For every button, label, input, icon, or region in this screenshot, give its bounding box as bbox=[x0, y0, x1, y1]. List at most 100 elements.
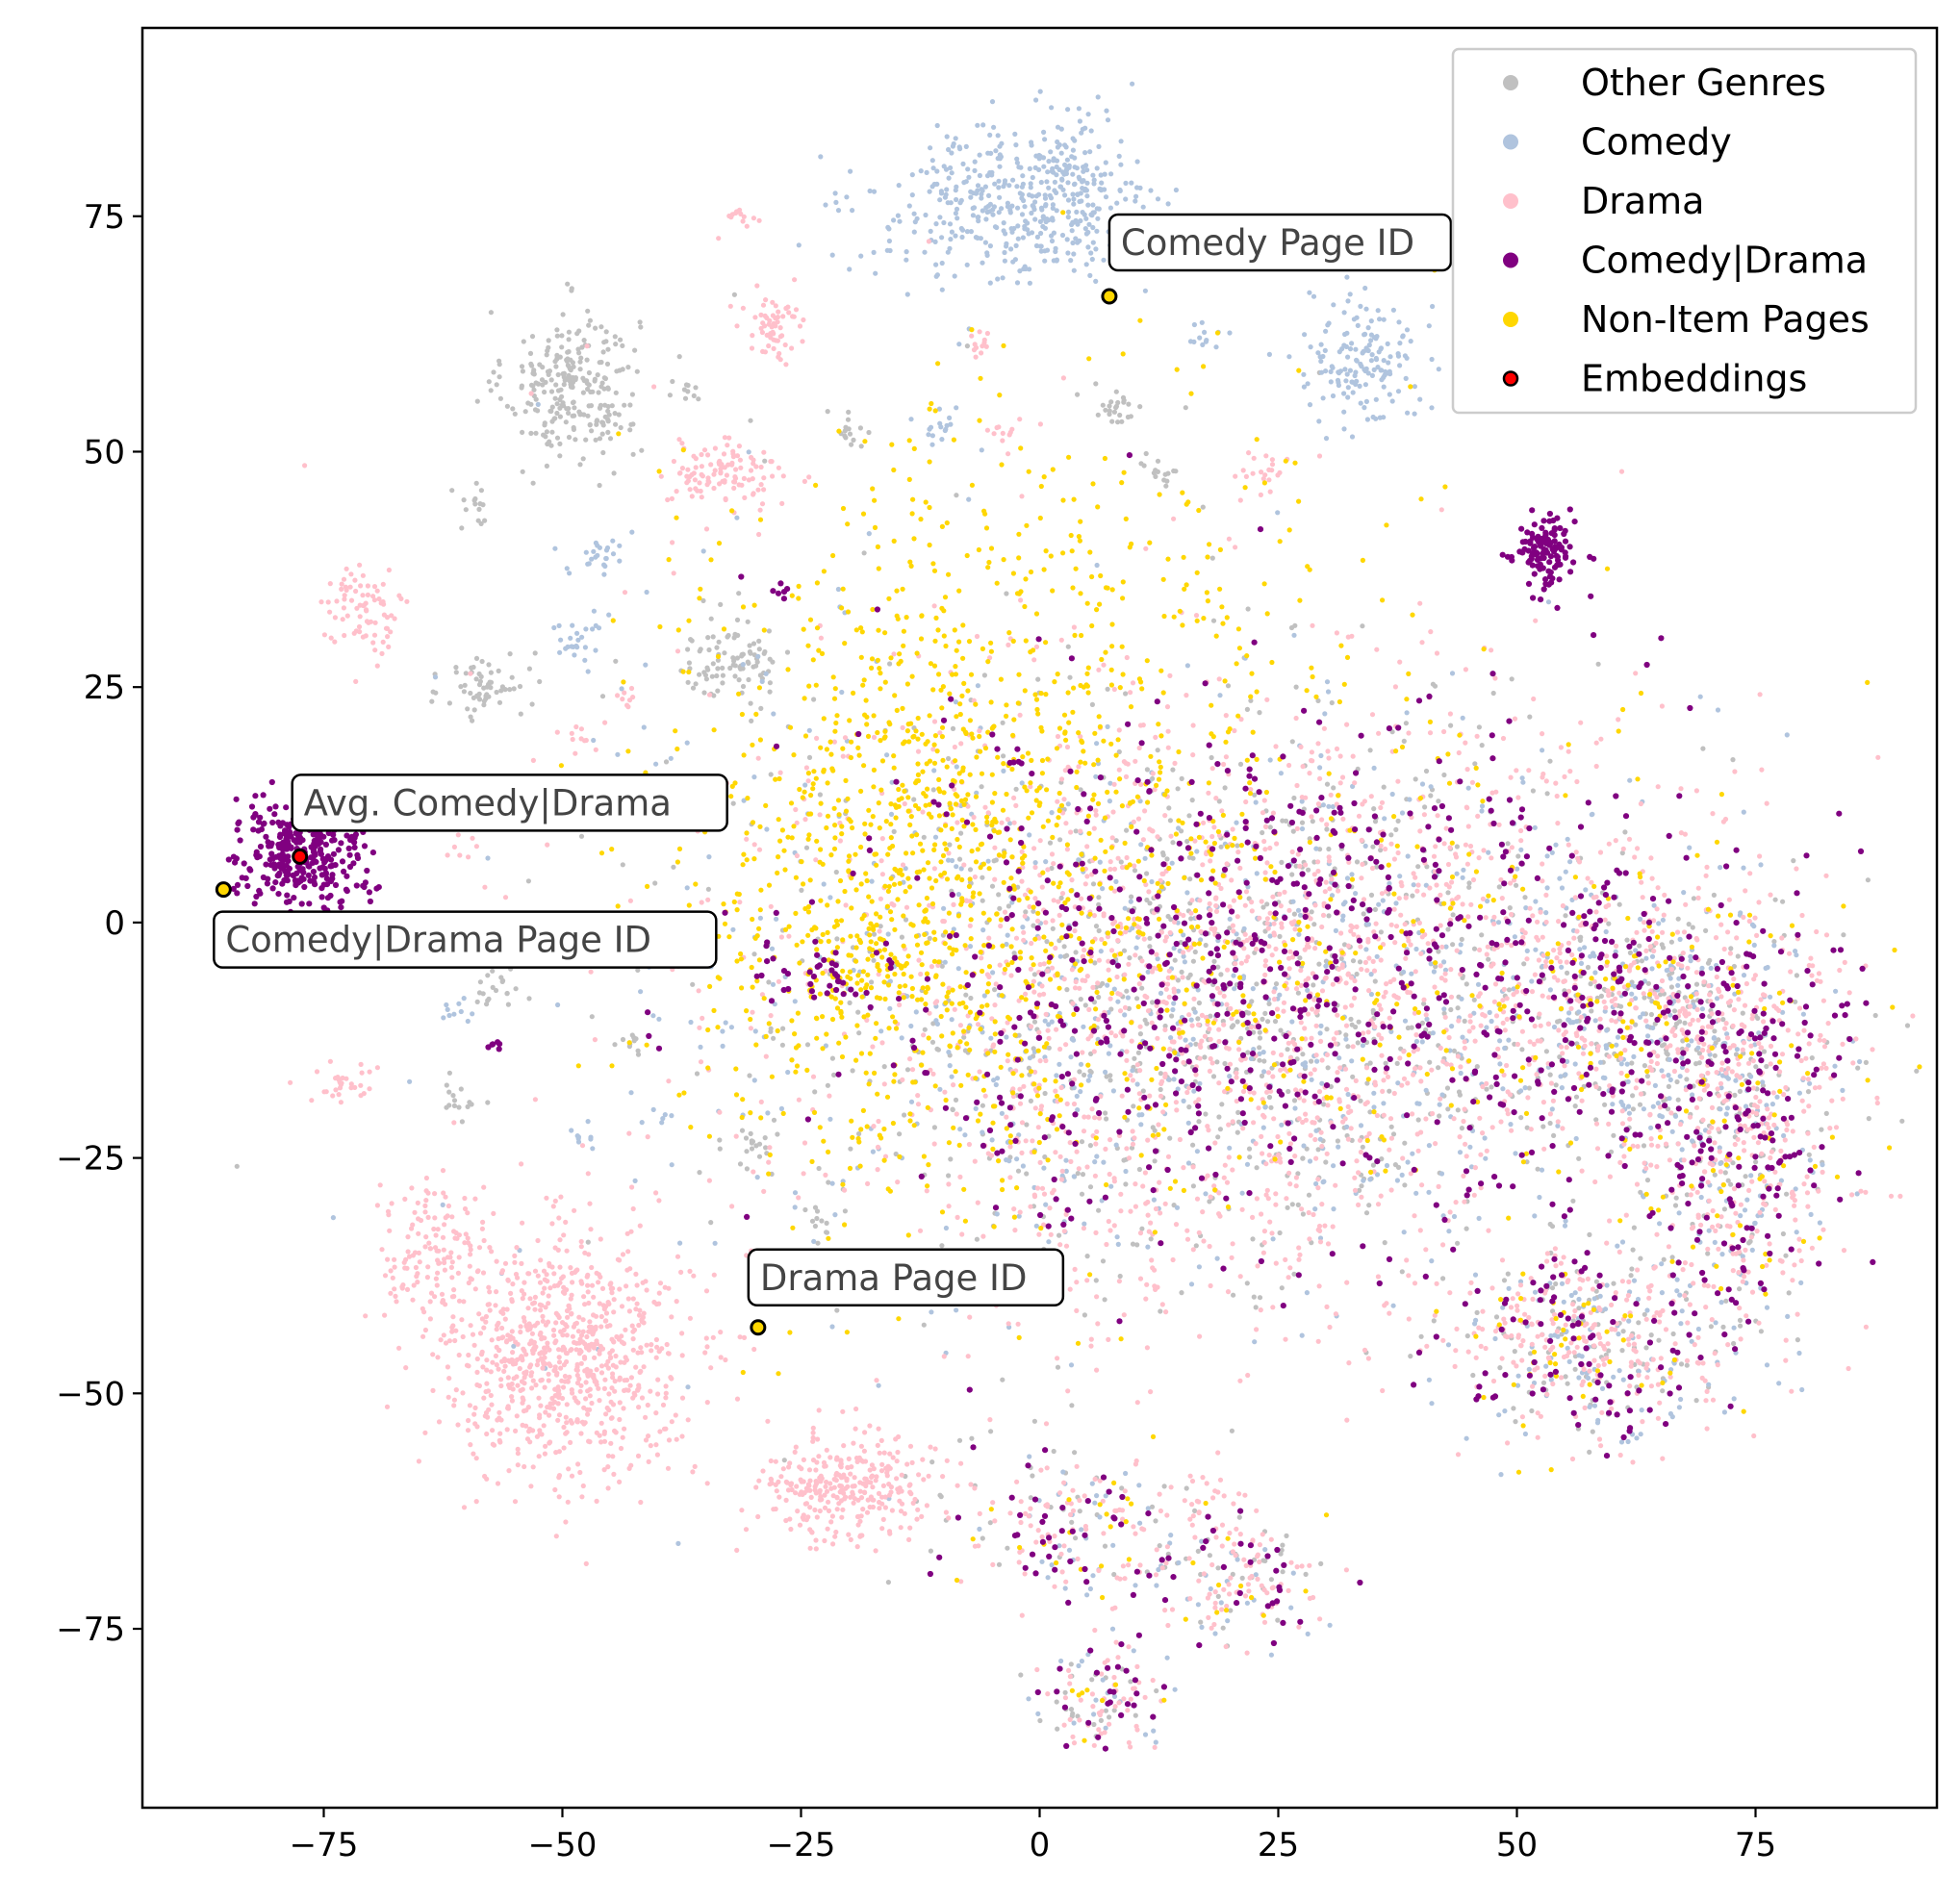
scatter-point bbox=[637, 1369, 643, 1375]
scatter-point bbox=[1354, 971, 1360, 977]
scatter-point bbox=[1320, 395, 1326, 401]
scatter-point bbox=[1336, 1055, 1342, 1061]
scatter-point bbox=[1576, 1155, 1582, 1161]
scatter-point bbox=[812, 1089, 818, 1095]
scatter-point bbox=[1020, 1163, 1026, 1169]
scatter-point bbox=[514, 1245, 520, 1251]
scatter-point bbox=[584, 380, 590, 386]
scatter-point bbox=[1165, 201, 1171, 207]
scatter-point bbox=[739, 651, 745, 657]
scatter-point bbox=[549, 1221, 555, 1227]
scatter-point bbox=[547, 1363, 553, 1369]
scatter-point bbox=[577, 359, 583, 365]
scatter-point bbox=[1121, 399, 1127, 405]
scatter-point bbox=[1656, 1337, 1662, 1343]
scatter-point bbox=[1016, 1032, 1022, 1038]
scatter-point bbox=[1686, 922, 1692, 927]
scatter-point bbox=[994, 1211, 1000, 1217]
scatter-point bbox=[1572, 1366, 1578, 1372]
scatter-point bbox=[1715, 707, 1721, 713]
scatter-point bbox=[1079, 1659, 1084, 1664]
scatter-point bbox=[1075, 1171, 1081, 1177]
scatter-point bbox=[843, 435, 849, 441]
scatter-point bbox=[1013, 242, 1019, 248]
scatter-point bbox=[545, 1405, 550, 1410]
scatter-point bbox=[889, 1508, 896, 1513]
scatter-point bbox=[1578, 934, 1584, 940]
scatter-point bbox=[1020, 173, 1026, 179]
scatter-point bbox=[1357, 383, 1362, 389]
scatter-point bbox=[1741, 865, 1746, 871]
scatter-point bbox=[610, 1371, 616, 1377]
scatter-point bbox=[1317, 1136, 1323, 1142]
scatter-point bbox=[583, 1380, 589, 1385]
scatter-point bbox=[551, 1271, 557, 1277]
scatter-point bbox=[485, 1100, 491, 1105]
scatter-point bbox=[964, 262, 970, 267]
scatter-point bbox=[1094, 165, 1100, 171]
scatter-point bbox=[1096, 901, 1102, 907]
scatter-point bbox=[834, 1307, 840, 1313]
scatter-point bbox=[1393, 900, 1399, 906]
scatter-point bbox=[866, 429, 872, 436]
scatter-point bbox=[653, 761, 659, 767]
scatter-point bbox=[1049, 238, 1056, 244]
scatter-point bbox=[825, 1082, 831, 1088]
scatter-point bbox=[1113, 1142, 1119, 1148]
scatter-point bbox=[559, 344, 565, 350]
scatter-point bbox=[553, 382, 559, 388]
scatter-point bbox=[569, 1347, 574, 1353]
scatter-point bbox=[1089, 701, 1095, 708]
scatter-point bbox=[598, 1324, 604, 1330]
scatter-point bbox=[1006, 1158, 1012, 1164]
scatter-point bbox=[1020, 925, 1026, 930]
scatter-point bbox=[1498, 1472, 1504, 1478]
scatter-point bbox=[679, 1331, 685, 1336]
scatter-point bbox=[1079, 1139, 1085, 1145]
scatter-point bbox=[661, 1426, 668, 1432]
scatter-point bbox=[1362, 843, 1368, 850]
scatter-point bbox=[1360, 350, 1365, 356]
scatter-point bbox=[801, 1479, 806, 1484]
scatter-point bbox=[657, 1281, 664, 1286]
scatter-point bbox=[1526, 1366, 1532, 1372]
scatter-point bbox=[1277, 933, 1283, 940]
scatter-point bbox=[911, 797, 917, 802]
scatter-point bbox=[897, 1131, 903, 1137]
scatter-point bbox=[1392, 1162, 1398, 1168]
scatter-point bbox=[957, 146, 963, 152]
scatter-point bbox=[599, 380, 605, 386]
scatter-point bbox=[1077, 1069, 1082, 1075]
scatter-point bbox=[593, 437, 598, 443]
scatter-point bbox=[602, 375, 609, 382]
scatter-point bbox=[1395, 389, 1402, 394]
scatter-point bbox=[1375, 308, 1381, 314]
scatter-point bbox=[934, 122, 940, 129]
scatter-point bbox=[929, 442, 935, 447]
scatter-point bbox=[1365, 325, 1371, 331]
scatter-point bbox=[629, 529, 635, 535]
scatter-point bbox=[1138, 842, 1144, 848]
scatter-point bbox=[1381, 358, 1387, 364]
scatter-point bbox=[1015, 236, 1021, 241]
scatter-point bbox=[1460, 875, 1465, 880]
scatter-point bbox=[1690, 925, 1695, 930]
scatter-point bbox=[704, 1344, 710, 1350]
scatter-point bbox=[908, 1023, 914, 1029]
scatter-point bbox=[826, 1499, 831, 1505]
scatter-point bbox=[1733, 1052, 1740, 1057]
scatter-point bbox=[542, 420, 547, 426]
scatter-point bbox=[1096, 1207, 1102, 1213]
scatter-point bbox=[1506, 1285, 1512, 1291]
scatter-point bbox=[1650, 1025, 1656, 1030]
scatter-point bbox=[1430, 1030, 1436, 1036]
scatter-point bbox=[544, 1272, 549, 1278]
scatter-point bbox=[1863, 1059, 1869, 1065]
scatter-point bbox=[1090, 1573, 1096, 1579]
scatter-point bbox=[479, 1226, 485, 1231]
scatter-point bbox=[1378, 368, 1384, 373]
scatter-point bbox=[1014, 160, 1020, 165]
scatter-point bbox=[528, 1484, 534, 1489]
scatter-point bbox=[449, 488, 455, 494]
scatter-point bbox=[549, 429, 555, 435]
